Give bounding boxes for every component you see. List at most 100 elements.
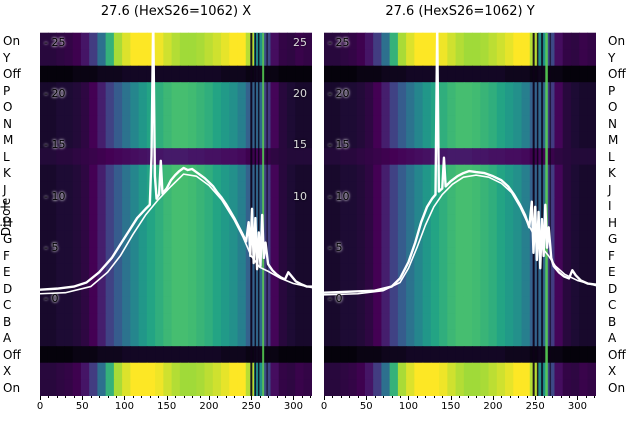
x-minor-tick bbox=[107, 396, 109, 398]
x-tick-label-300: 300 bbox=[567, 401, 587, 412]
x-minor-tick bbox=[349, 396, 351, 398]
row-label-g-12: G bbox=[3, 232, 13, 247]
row-label-j-9: J bbox=[3, 182, 7, 197]
y-tick-label-20: - 20 bbox=[44, 87, 66, 101]
y-tick-label-5: - 5 bbox=[44, 240, 59, 254]
x-minor-tick bbox=[543, 396, 545, 398]
x-minor-tick bbox=[416, 396, 418, 398]
x-minor-tick bbox=[310, 396, 312, 398]
row-label-p-3: P bbox=[608, 83, 616, 98]
x-tick-label-250: 250 bbox=[241, 401, 261, 412]
row-label-n-5: N bbox=[608, 116, 617, 131]
row-label-f-13: F bbox=[608, 248, 615, 263]
x-tick-label-200: 200 bbox=[199, 401, 219, 412]
y-tick-label-5: - 5 bbox=[328, 240, 343, 254]
x-minor-tick bbox=[183, 396, 185, 398]
x-tick-label-50: 50 bbox=[359, 401, 373, 412]
x-minor-tick bbox=[90, 396, 92, 398]
x-minor-tick bbox=[268, 396, 270, 398]
row-label-on-0: On bbox=[3, 34, 21, 49]
row-label-d-15: D bbox=[3, 281, 13, 296]
row-label-a-18: A bbox=[608, 331, 617, 346]
x-minor-tick bbox=[200, 396, 202, 398]
y-tick-label-right-10: 10 bbox=[293, 189, 307, 203]
x-major-tick bbox=[450, 396, 452, 400]
x-minor-tick bbox=[225, 396, 227, 398]
x-tick-label-0: 0 bbox=[320, 401, 328, 412]
row-label-p-3: P bbox=[3, 83, 11, 98]
row-label-f-13: F bbox=[3, 248, 10, 263]
x-minor-tick bbox=[476, 396, 478, 398]
x-minor-tick bbox=[400, 396, 402, 398]
row-label-c-16: C bbox=[3, 298, 12, 313]
plot-y-xaxis: 0 50 100 150 200 250 300 bbox=[320, 396, 596, 420]
x-minor-tick bbox=[284, 396, 286, 398]
row-label-b-17: B bbox=[3, 314, 12, 329]
x-minor-tick bbox=[158, 396, 160, 398]
row-label-x-20: X bbox=[3, 364, 12, 379]
plot-x: - 25 - 20 - 15 - 10 - 5 - 0 25 20 15 10 bbox=[40, 12, 312, 396]
y-tick-label-right-20: 20 bbox=[293, 87, 307, 101]
x-minor-tick bbox=[518, 396, 520, 398]
row-label-l-7: L bbox=[3, 149, 10, 164]
y-tick-label-0: - 0 bbox=[44, 291, 59, 305]
x-minor-tick bbox=[391, 396, 393, 398]
x-minor-tick bbox=[509, 396, 511, 398]
x-minor-tick bbox=[568, 396, 570, 398]
y-tick-label-15: - 15 bbox=[44, 138, 66, 152]
x-minor-tick bbox=[467, 396, 469, 398]
plot-x-xaxis: 0 50 100 150 200 250 300 bbox=[37, 396, 312, 420]
x-minor-tick bbox=[65, 396, 67, 398]
x-minor-tick bbox=[433, 396, 435, 398]
x-tick-label-150: 150 bbox=[157, 401, 177, 412]
row-label-c-16: C bbox=[608, 298, 617, 313]
y-tick-label-right-15: 15 bbox=[293, 138, 307, 152]
x-major-tick bbox=[166, 396, 168, 400]
x-major-tick bbox=[324, 396, 325, 400]
x-minor-tick bbox=[442, 396, 444, 398]
x-minor-tick bbox=[73, 396, 75, 398]
x-tick-label-100: 100 bbox=[114, 401, 135, 412]
row-label-o-4: O bbox=[3, 100, 13, 115]
row-label-y-1: Y bbox=[3, 50, 11, 65]
row-label-x-20: X bbox=[608, 364, 617, 379]
x-minor-tick bbox=[149, 396, 151, 398]
row-label-on-0: On bbox=[608, 34, 626, 49]
x-major-tick bbox=[208, 396, 210, 400]
row-label-off-19: Off bbox=[3, 347, 21, 362]
x-minor-tick bbox=[501, 396, 503, 398]
x-minor-tick bbox=[175, 396, 177, 398]
x-minor-tick bbox=[357, 396, 359, 398]
y-tick-label-15: - 15 bbox=[328, 138, 350, 152]
row-label-on-21: On bbox=[608, 380, 626, 395]
x-minor-tick bbox=[116, 396, 118, 398]
x-minor-tick bbox=[234, 396, 236, 398]
y-tick-label-25: - 25 bbox=[328, 36, 350, 50]
x-minor-tick bbox=[332, 396, 334, 398]
row-label-d-15: D bbox=[608, 281, 618, 296]
y-tick-label-0: - 0 bbox=[328, 291, 343, 305]
row-label-n-5: N bbox=[3, 116, 12, 131]
x-tick-label-150: 150 bbox=[441, 401, 461, 412]
x-minor-tick bbox=[301, 396, 303, 398]
x-tick-label-100: 100 bbox=[398, 401, 419, 412]
x-tick-label-300: 300 bbox=[283, 401, 303, 412]
x-minor-tick bbox=[56, 396, 58, 398]
x-major-tick bbox=[577, 396, 579, 400]
x-tick-label-250: 250 bbox=[525, 401, 545, 412]
x-major-tick bbox=[408, 396, 410, 400]
x-minor-tick bbox=[560, 396, 562, 398]
y-tick-label-right-25: 25 bbox=[293, 36, 307, 50]
plot-y: - 25 - 20 - 15 - 10 - 5 - 0 bbox=[324, 12, 596, 396]
row-label-l-7: L bbox=[608, 149, 615, 164]
x-minor-tick bbox=[459, 396, 461, 398]
row-label-m-6: M bbox=[3, 133, 14, 148]
x-major-tick bbox=[366, 396, 368, 400]
x-minor-tick bbox=[340, 396, 342, 398]
heatmap-y-canvas bbox=[324, 12, 596, 396]
x-minor-tick bbox=[425, 396, 427, 398]
row-label-g-12: G bbox=[608, 232, 618, 247]
row-label-k-8: K bbox=[3, 166, 11, 181]
y-tick-label-25: - 25 bbox=[44, 36, 66, 50]
